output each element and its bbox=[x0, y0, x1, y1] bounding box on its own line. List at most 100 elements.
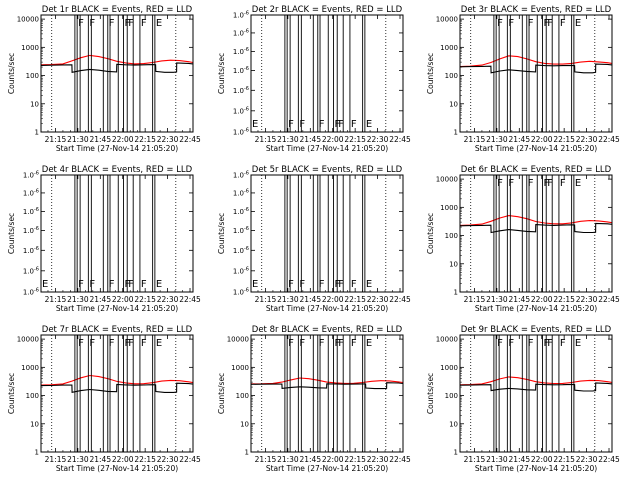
x-tick-label: 22:30 bbox=[157, 295, 179, 304]
y-tick-label: 1000 bbox=[21, 364, 39, 372]
x-tick-label: 22:30 bbox=[157, 455, 179, 464]
x-tick-label: 21:45 bbox=[89, 135, 111, 144]
y-tick-exponent: -6 bbox=[244, 246, 249, 252]
flag-label: F bbox=[334, 338, 340, 349]
y-tick-label: 1000 bbox=[21, 44, 39, 52]
panel-title: Det 4r BLACK = Events, RED = LLD bbox=[42, 165, 193, 175]
panel-series bbox=[41, 374, 193, 393]
x-tick-label: 21:30 bbox=[67, 455, 89, 464]
x-axis-label: Start Time (27-Nov-14 21:05:20) bbox=[266, 144, 388, 153]
y-tick-label: 1000 bbox=[231, 364, 249, 372]
series-line-events bbox=[41, 382, 193, 393]
flag-label: F bbox=[128, 18, 134, 29]
x-tick-label: 22:00 bbox=[531, 295, 553, 304]
x-tick-label: 22:45 bbox=[179, 455, 201, 464]
x-tick-label: 22:00 bbox=[322, 455, 344, 464]
y-tick-label: 1.0-6 bbox=[233, 266, 249, 275]
flag-label: F bbox=[351, 119, 357, 130]
panel-frame bbox=[250, 334, 404, 453]
y-axis-label: Counts/sec bbox=[217, 213, 226, 254]
flag-label: F bbox=[288, 279, 294, 290]
flag-label: E bbox=[42, 279, 48, 290]
y-tick-label: 1.0-6 bbox=[233, 47, 249, 56]
flag-label: F bbox=[560, 338, 566, 349]
flag-label: F bbox=[89, 18, 95, 29]
y-tick-label: 1 bbox=[35, 129, 39, 137]
x-tick-label: 22:00 bbox=[112, 135, 134, 144]
y-axis-label: Counts/sec bbox=[426, 213, 435, 254]
y-tick-exponent: -6 bbox=[244, 47, 249, 53]
panel-title: Det 3r BLACK = Events, RED = LLD bbox=[461, 5, 612, 15]
x-tick-label: 21:15 bbox=[255, 135, 277, 144]
x-axis-label: Start Time (27-Nov-14 21:05:20) bbox=[56, 144, 178, 153]
y-tick-label: 100 bbox=[236, 392, 249, 400]
x-tick-label: 22:45 bbox=[389, 455, 411, 464]
series-line-lld bbox=[41, 374, 193, 386]
x-tick-label: 22:00 bbox=[531, 135, 553, 144]
x-tick-label: 22:30 bbox=[576, 135, 598, 144]
flag-label: F bbox=[299, 119, 305, 130]
series-line-events bbox=[460, 222, 612, 234]
x-tick-label: 22:15 bbox=[553, 295, 575, 304]
x-axis-label: Start Time (27-Nov-14 21:05:20) bbox=[475, 144, 597, 153]
x-tick-label: 22:45 bbox=[598, 135, 620, 144]
panel-frame bbox=[250, 14, 404, 133]
y-tick-label: 10000 bbox=[436, 336, 458, 344]
flag-label: F bbox=[109, 18, 115, 29]
x-tick-label: 21:30 bbox=[277, 295, 299, 304]
flag-label: F bbox=[338, 279, 344, 290]
x-tick-label: 22:45 bbox=[389, 295, 411, 304]
y-tick-label: 1.0-6 bbox=[23, 226, 39, 235]
y-tick-label: 10000 bbox=[227, 336, 249, 344]
y-tick-exponent: -6 bbox=[244, 266, 249, 272]
x-axis-label: Start Time (27-Nov-14 21:05:20) bbox=[266, 304, 388, 313]
flag-label: F bbox=[547, 338, 553, 349]
series-line-events bbox=[41, 62, 193, 73]
flag-label: E bbox=[156, 338, 162, 349]
flag-label: F bbox=[497, 18, 503, 29]
panel-series bbox=[41, 54, 193, 73]
y-tick-exponent: -6 bbox=[34, 266, 39, 272]
flag-label: E bbox=[575, 18, 581, 29]
flag-label: F bbox=[547, 178, 553, 189]
flag-label: F bbox=[89, 279, 95, 290]
panel-title: Det 8r BLACK = Events, RED = LLD bbox=[252, 325, 403, 335]
y-axis-label: Counts/sec bbox=[426, 373, 435, 414]
x-tick-label: 21:15 bbox=[45, 135, 67, 144]
y-tick-label: 1.0-6 bbox=[23, 288, 39, 297]
x-tick-label: 22:45 bbox=[179, 135, 201, 144]
y-tick-label: 1 bbox=[454, 449, 458, 457]
flag-label: E bbox=[252, 119, 258, 130]
y-tick-label: 100 bbox=[445, 392, 458, 400]
flag-label: F bbox=[334, 119, 340, 130]
panel-frame bbox=[459, 174, 613, 293]
y-tick-label: 100 bbox=[26, 392, 39, 400]
x-tick-label: 21:30 bbox=[486, 135, 508, 144]
x-tick-label: 22:30 bbox=[576, 295, 598, 304]
y-tick-label: 1.0-6 bbox=[23, 171, 39, 180]
x-tick-label: 21:45 bbox=[299, 455, 321, 464]
x-tick-label: 21:45 bbox=[508, 135, 530, 144]
x-tick-label: 22:00 bbox=[322, 135, 344, 144]
x-tick-label: 22:00 bbox=[531, 455, 553, 464]
y-axis-label: Counts/sec bbox=[7, 373, 16, 414]
x-axis-label: Start Time (27-Nov-14 21:05:20) bbox=[56, 304, 178, 313]
x-tick-label: 21:45 bbox=[89, 455, 111, 464]
x-tick-label: 22:45 bbox=[598, 295, 620, 304]
y-tick-exponent: -6 bbox=[34, 171, 39, 177]
x-tick-label: 22:00 bbox=[112, 455, 134, 464]
flag-label: F bbox=[319, 119, 325, 130]
x-tick-label: 22:15 bbox=[134, 455, 156, 464]
y-tick-label: 1000 bbox=[440, 204, 458, 212]
x-tick-label: 21:15 bbox=[464, 295, 486, 304]
x-tick-label: 22:30 bbox=[157, 135, 179, 144]
y-tick-exponent: -6 bbox=[244, 66, 249, 72]
series-line-lld bbox=[41, 54, 193, 66]
series-line-events bbox=[460, 63, 612, 74]
panel-title: Det 2r BLACK = Events, RED = LLD bbox=[252, 5, 403, 15]
x-tick-label: 21:30 bbox=[277, 135, 299, 144]
y-tick-label: 1 bbox=[454, 129, 458, 137]
